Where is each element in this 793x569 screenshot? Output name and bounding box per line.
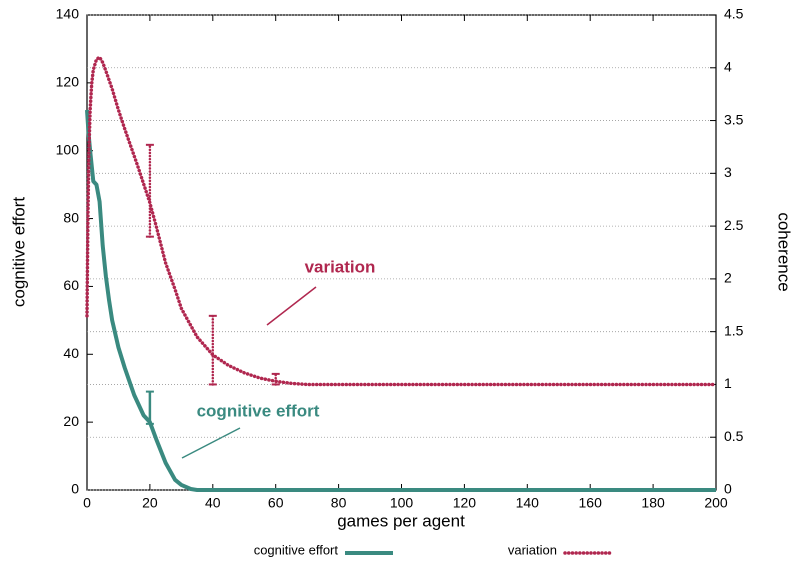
y-tick-label: 140 — [56, 6, 80, 22]
x-tick-label: 20 — [142, 495, 158, 511]
x-tick-label: 180 — [641, 495, 665, 511]
y2-tick-label: 3 — [724, 164, 732, 180]
annotation: variation — [305, 257, 376, 276]
x-tick-label: 0 — [83, 495, 91, 511]
annotation-pointer — [266, 286, 317, 326]
y-tick-label: 60 — [63, 277, 79, 293]
y2-tick-label: 4.5 — [724, 6, 744, 22]
series-line — [85, 109, 716, 492]
y-tick-label: 40 — [63, 345, 79, 361]
y2-tick-label: 2.5 — [724, 217, 744, 233]
y-tick-label: 120 — [56, 74, 80, 90]
y-tick-label: 80 — [63, 209, 79, 225]
x-tick-label: 140 — [516, 495, 540, 511]
y2-tick-label: 0.5 — [724, 428, 744, 444]
y2-tick-label: 4 — [724, 58, 732, 74]
x-tick-label: 100 — [390, 495, 414, 511]
y-tick-label: 20 — [63, 413, 79, 429]
x-tick-label: 60 — [268, 495, 284, 511]
y-tick-label: 100 — [56, 141, 80, 157]
legend-label: variation — [508, 542, 557, 557]
y2-tick-label: 1.5 — [724, 322, 744, 338]
plot-frame — [86, 14, 717, 491]
y2-tick-label: 1 — [724, 375, 732, 391]
x-tick-label: 200 — [704, 495, 728, 511]
y-tick-label: 0 — [71, 481, 79, 497]
y2-tick-label: 3.5 — [724, 111, 744, 127]
y-axis-label: cognitive effort — [9, 197, 28, 308]
series-line — [85, 55, 718, 387]
x-tick-label: 120 — [453, 495, 477, 511]
annotation-pointer — [181, 427, 241, 459]
x-tick-label: 160 — [579, 495, 603, 511]
legend-label: cognitive effort — [254, 542, 339, 557]
y2-tick-label: 0 — [724, 481, 732, 497]
x-tick-label: 40 — [205, 495, 221, 511]
y2-tick-label: 2 — [724, 270, 732, 286]
annotation: cognitive effort — [197, 401, 320, 420]
x-axis-label: games per agent — [337, 511, 465, 530]
x-tick-label: 80 — [331, 495, 347, 511]
y2-axis-label: coherence — [775, 212, 793, 291]
